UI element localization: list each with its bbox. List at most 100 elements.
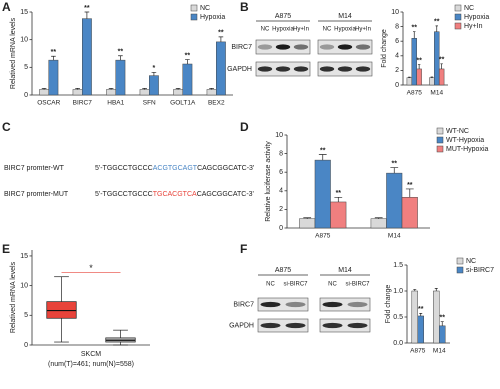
- bar: [429, 77, 435, 86]
- error-bar: [218, 36, 224, 42]
- legend-label: Hypoxia: [464, 14, 489, 21]
- error-bar: [440, 321, 444, 326]
- sequence-site: ACGTGCAGT: [153, 165, 198, 172]
- legend-swatch: [454, 13, 462, 21]
- y-tick-label: 2: [279, 206, 283, 213]
- y-tick-label: 0.0: [393, 340, 403, 347]
- bar: [314, 159, 331, 229]
- y-tick-label: 15: [20, 9, 28, 16]
- promoter-sequence: 5'-TGGCCTGCCCTGCACGTCACAGCGGCATC-3': [95, 191, 254, 198]
- bar: [439, 325, 446, 344]
- y-tick-label: 5: [24, 64, 28, 71]
- legend-label: MUT-Hypoxia: [446, 146, 489, 153]
- y-tick-label: 6: [279, 169, 283, 176]
- legend-label: NC: [200, 5, 210, 12]
- blot-band: [260, 322, 281, 329]
- blot-lane-label: si-BIRC7: [283, 282, 308, 288]
- legend-swatch: [454, 22, 462, 30]
- bar: [106, 89, 116, 96]
- blot-lane-label: si-BIRC7: [345, 282, 370, 288]
- x-tick-label: BEX2: [208, 100, 225, 107]
- bar: [386, 172, 403, 229]
- error-bar: [75, 88, 80, 90]
- y-tick-label: 10: [20, 37, 28, 44]
- error-bar: [318, 154, 327, 161]
- legend-label: Hypoxia: [200, 14, 225, 21]
- legend-label: NC: [466, 258, 476, 265]
- y-tick-label: 10: [20, 282, 28, 289]
- blot-band: [319, 44, 335, 50]
- y-axis-label: Relative luciferase activity: [265, 141, 272, 222]
- x-tick-label: A875: [407, 90, 423, 97]
- error-bar: [413, 31, 416, 39]
- blot-membrane: [257, 318, 309, 333]
- blot-band: [257, 66, 273, 72]
- legend-swatch: [436, 136, 444, 144]
- bar: [438, 68, 445, 86]
- x-tick-label: BIRC7: [73, 100, 93, 107]
- y-axis-label: Fold change: [385, 285, 392, 324]
- blot-band: [337, 66, 353, 72]
- error-bar: [417, 64, 421, 69]
- error-bar: [390, 167, 399, 174]
- bar: [72, 89, 83, 96]
- bar: [216, 41, 226, 96]
- y-tick-label: 2: [395, 67, 399, 74]
- blot-row-label: GAPDH: [229, 322, 254, 329]
- significance-label: **: [336, 190, 342, 197]
- significance-label: *: [89, 263, 93, 273]
- error-bar: [303, 217, 312, 219]
- y-tick-label: 15: [20, 253, 28, 260]
- blot-lane-label: NC: [328, 282, 337, 288]
- error-bar: [185, 59, 190, 65]
- y-tick-label: 4: [279, 188, 283, 195]
- sequence-right: CAGCGGCATC-3': [197, 191, 254, 198]
- legend-swatch: [436, 145, 444, 153]
- bar: [48, 59, 59, 96]
- bar: [433, 290, 440, 344]
- bar: [206, 89, 217, 96]
- error-bar: [440, 63, 443, 69]
- blot-lane-label: Hy+In: [355, 27, 371, 33]
- y-tick-label: 10: [391, 9, 399, 16]
- blot-membrane: [319, 318, 371, 333]
- error-bar: [118, 55, 123, 61]
- error-bar: [175, 88, 181, 90]
- x-tick-label: M14: [433, 348, 446, 355]
- significance-label: *: [153, 65, 156, 72]
- significance-label: **: [185, 52, 191, 59]
- blot-band: [322, 301, 343, 308]
- y-tick-label: 0: [395, 82, 399, 89]
- y-tick-label: 4: [395, 53, 399, 60]
- sequence-left: 5'-TGGCCTGCCC: [95, 191, 153, 198]
- significance-label: **: [392, 160, 398, 167]
- legend-swatch: [456, 257, 464, 265]
- bar: [416, 68, 422, 86]
- y-tick-label: 6: [395, 38, 399, 45]
- bar: [115, 59, 126, 96]
- blot-band: [355, 66, 371, 72]
- blot-group-label: A875: [275, 13, 291, 20]
- y-tick-label: 10: [275, 132, 283, 139]
- legend-label: si-BIRC7: [466, 267, 494, 274]
- y-tick-label: 5: [24, 312, 28, 319]
- legend-label: NC: [464, 5, 474, 12]
- chart-subtitle: (num(T)=461; num(N)=558): [48, 361, 134, 368]
- y-axis-label: Fold change: [381, 29, 388, 68]
- panel-label: A: [2, 0, 11, 14]
- x-axis-label: SKCM: [81, 351, 101, 358]
- error-bar: [84, 11, 90, 19]
- legend-swatch: [454, 4, 462, 12]
- bar: [182, 63, 193, 96]
- blot-group-label: M14: [338, 267, 352, 274]
- blot-band: [355, 44, 371, 50]
- blot-group-label: M14: [338, 13, 352, 20]
- blot-membrane: [257, 297, 309, 312]
- y-tick-label: 0: [24, 92, 28, 99]
- error-bar: [434, 288, 438, 291]
- blot-lane-label: Hypoxia: [272, 27, 294, 33]
- error-bar: [108, 88, 114, 90]
- blot-band: [319, 66, 335, 72]
- error-bar: [435, 25, 438, 32]
